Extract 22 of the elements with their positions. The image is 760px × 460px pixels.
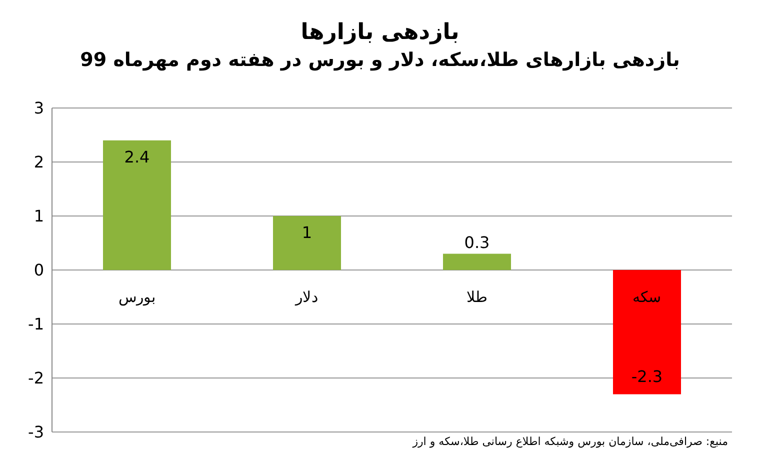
data-label: -2.3 — [631, 367, 663, 386]
y-tick-label: -3 — [28, 422, 44, 442]
chart-title: بازدهی بازارها — [300, 20, 460, 45]
y-tick-label: -2 — [28, 368, 44, 388]
bar — [273, 216, 341, 270]
chart-subtitle: بازدهی بازارهای طلا،سکه، دلار و بورس در هفته دوم مهرماه 99 — [79, 49, 681, 71]
data-label: 2.4 — [124, 147, 150, 166]
x-tick-label: طلا — [466, 288, 488, 306]
y-tick-label: 3 — [34, 98, 44, 118]
bar — [103, 140, 171, 270]
data-label: 0.3 — [464, 232, 490, 252]
y-tick-label: 2 — [34, 152, 44, 172]
y-tick-label: 0 — [34, 260, 44, 280]
y-tick-label: 1 — [34, 206, 44, 226]
bar — [613, 270, 681, 394]
x-tick-label: سکه — [632, 288, 662, 306]
text: منبع: صرافی‌ملی، سازمان بورس وشبکه اطلاع رسانی طلا،سکه و ارز — [412, 435, 728, 448]
data-label: 1 — [302, 223, 312, 242]
bar — [443, 254, 511, 270]
y-tick-label: -1 — [28, 314, 44, 334]
x-tick-label: دلار — [294, 288, 318, 306]
x-tick-label: بورس — [118, 288, 156, 306]
